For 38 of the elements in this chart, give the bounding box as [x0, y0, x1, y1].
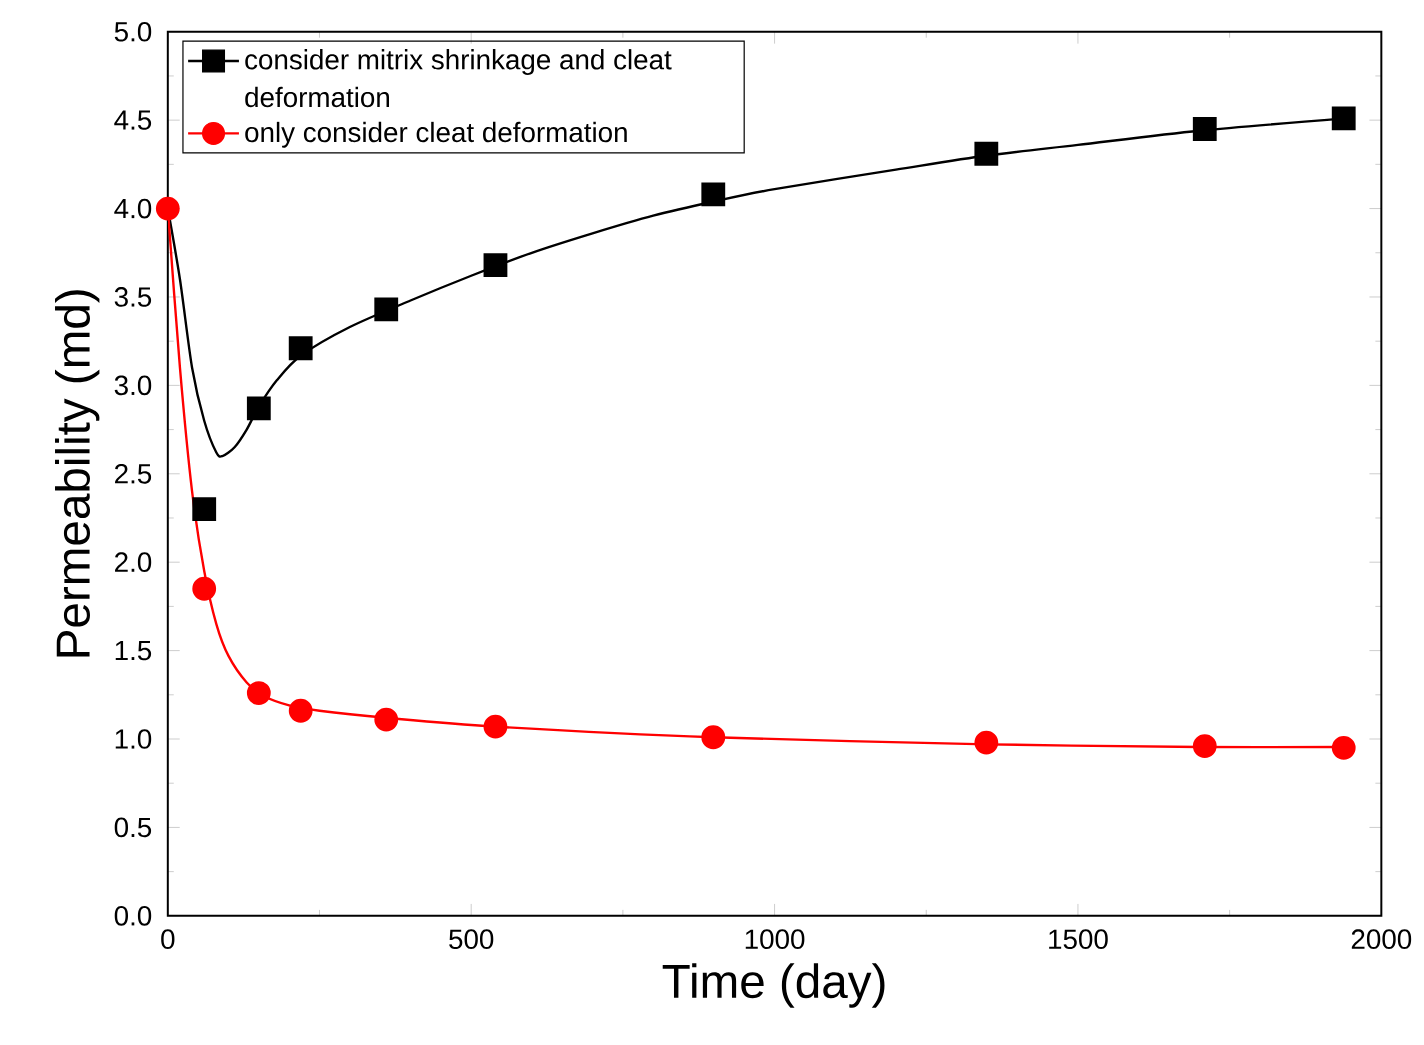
- y-tick-label: 2.0: [115, 552, 152, 573]
- y-tick-label: 5.0: [114, 21, 152, 42]
- point: [288, 336, 313, 361]
- x-tick-label: 1500: [1049, 929, 1108, 950]
- x-axis-title: Time (day): [662, 963, 885, 1008]
- point: [192, 497, 217, 522]
- y-tick-label: 0.0: [114, 906, 152, 926]
- point: [1331, 106, 1356, 131]
- point: [155, 196, 180, 221]
- legend-label: only consider cleat deformation: [245, 121, 627, 148]
- point: [1192, 117, 1217, 141]
- x-tick-label: 1000: [745, 929, 805, 950]
- x-tick-label: 2000: [1351, 929, 1412, 950]
- point: [701, 182, 726, 207]
- point: [246, 396, 271, 421]
- point: [974, 141, 999, 166]
- y-tick-label: 4.0: [114, 198, 152, 219]
- y-tick-label: 4.5: [114, 110, 152, 130]
- point: [483, 253, 508, 278]
- y-tick-label: 2.5: [115, 464, 152, 484]
- point: [483, 714, 508, 739]
- point: [1192, 734, 1217, 759]
- y-axis-title: Permeability (md): [55, 290, 100, 657]
- x-tick-label: 500: [449, 929, 494, 950]
- point: [374, 297, 399, 322]
- y-tick-label: 1.0: [115, 729, 152, 749]
- y-tick-label: 3.0: [114, 375, 152, 396]
- point: [246, 681, 271, 706]
- y-tick-label: 3.5: [114, 287, 152, 307]
- y-tick-label: 1.5: [115, 641, 152, 661]
- x-tick-label: 0: [161, 929, 175, 950]
- point: [1331, 736, 1356, 760]
- point: [701, 725, 726, 750]
- point: [974, 730, 999, 755]
- point: [192, 576, 217, 601]
- point: [374, 707, 399, 732]
- y-tick-label: 0.5: [114, 817, 152, 838]
- point: [288, 698, 313, 723]
